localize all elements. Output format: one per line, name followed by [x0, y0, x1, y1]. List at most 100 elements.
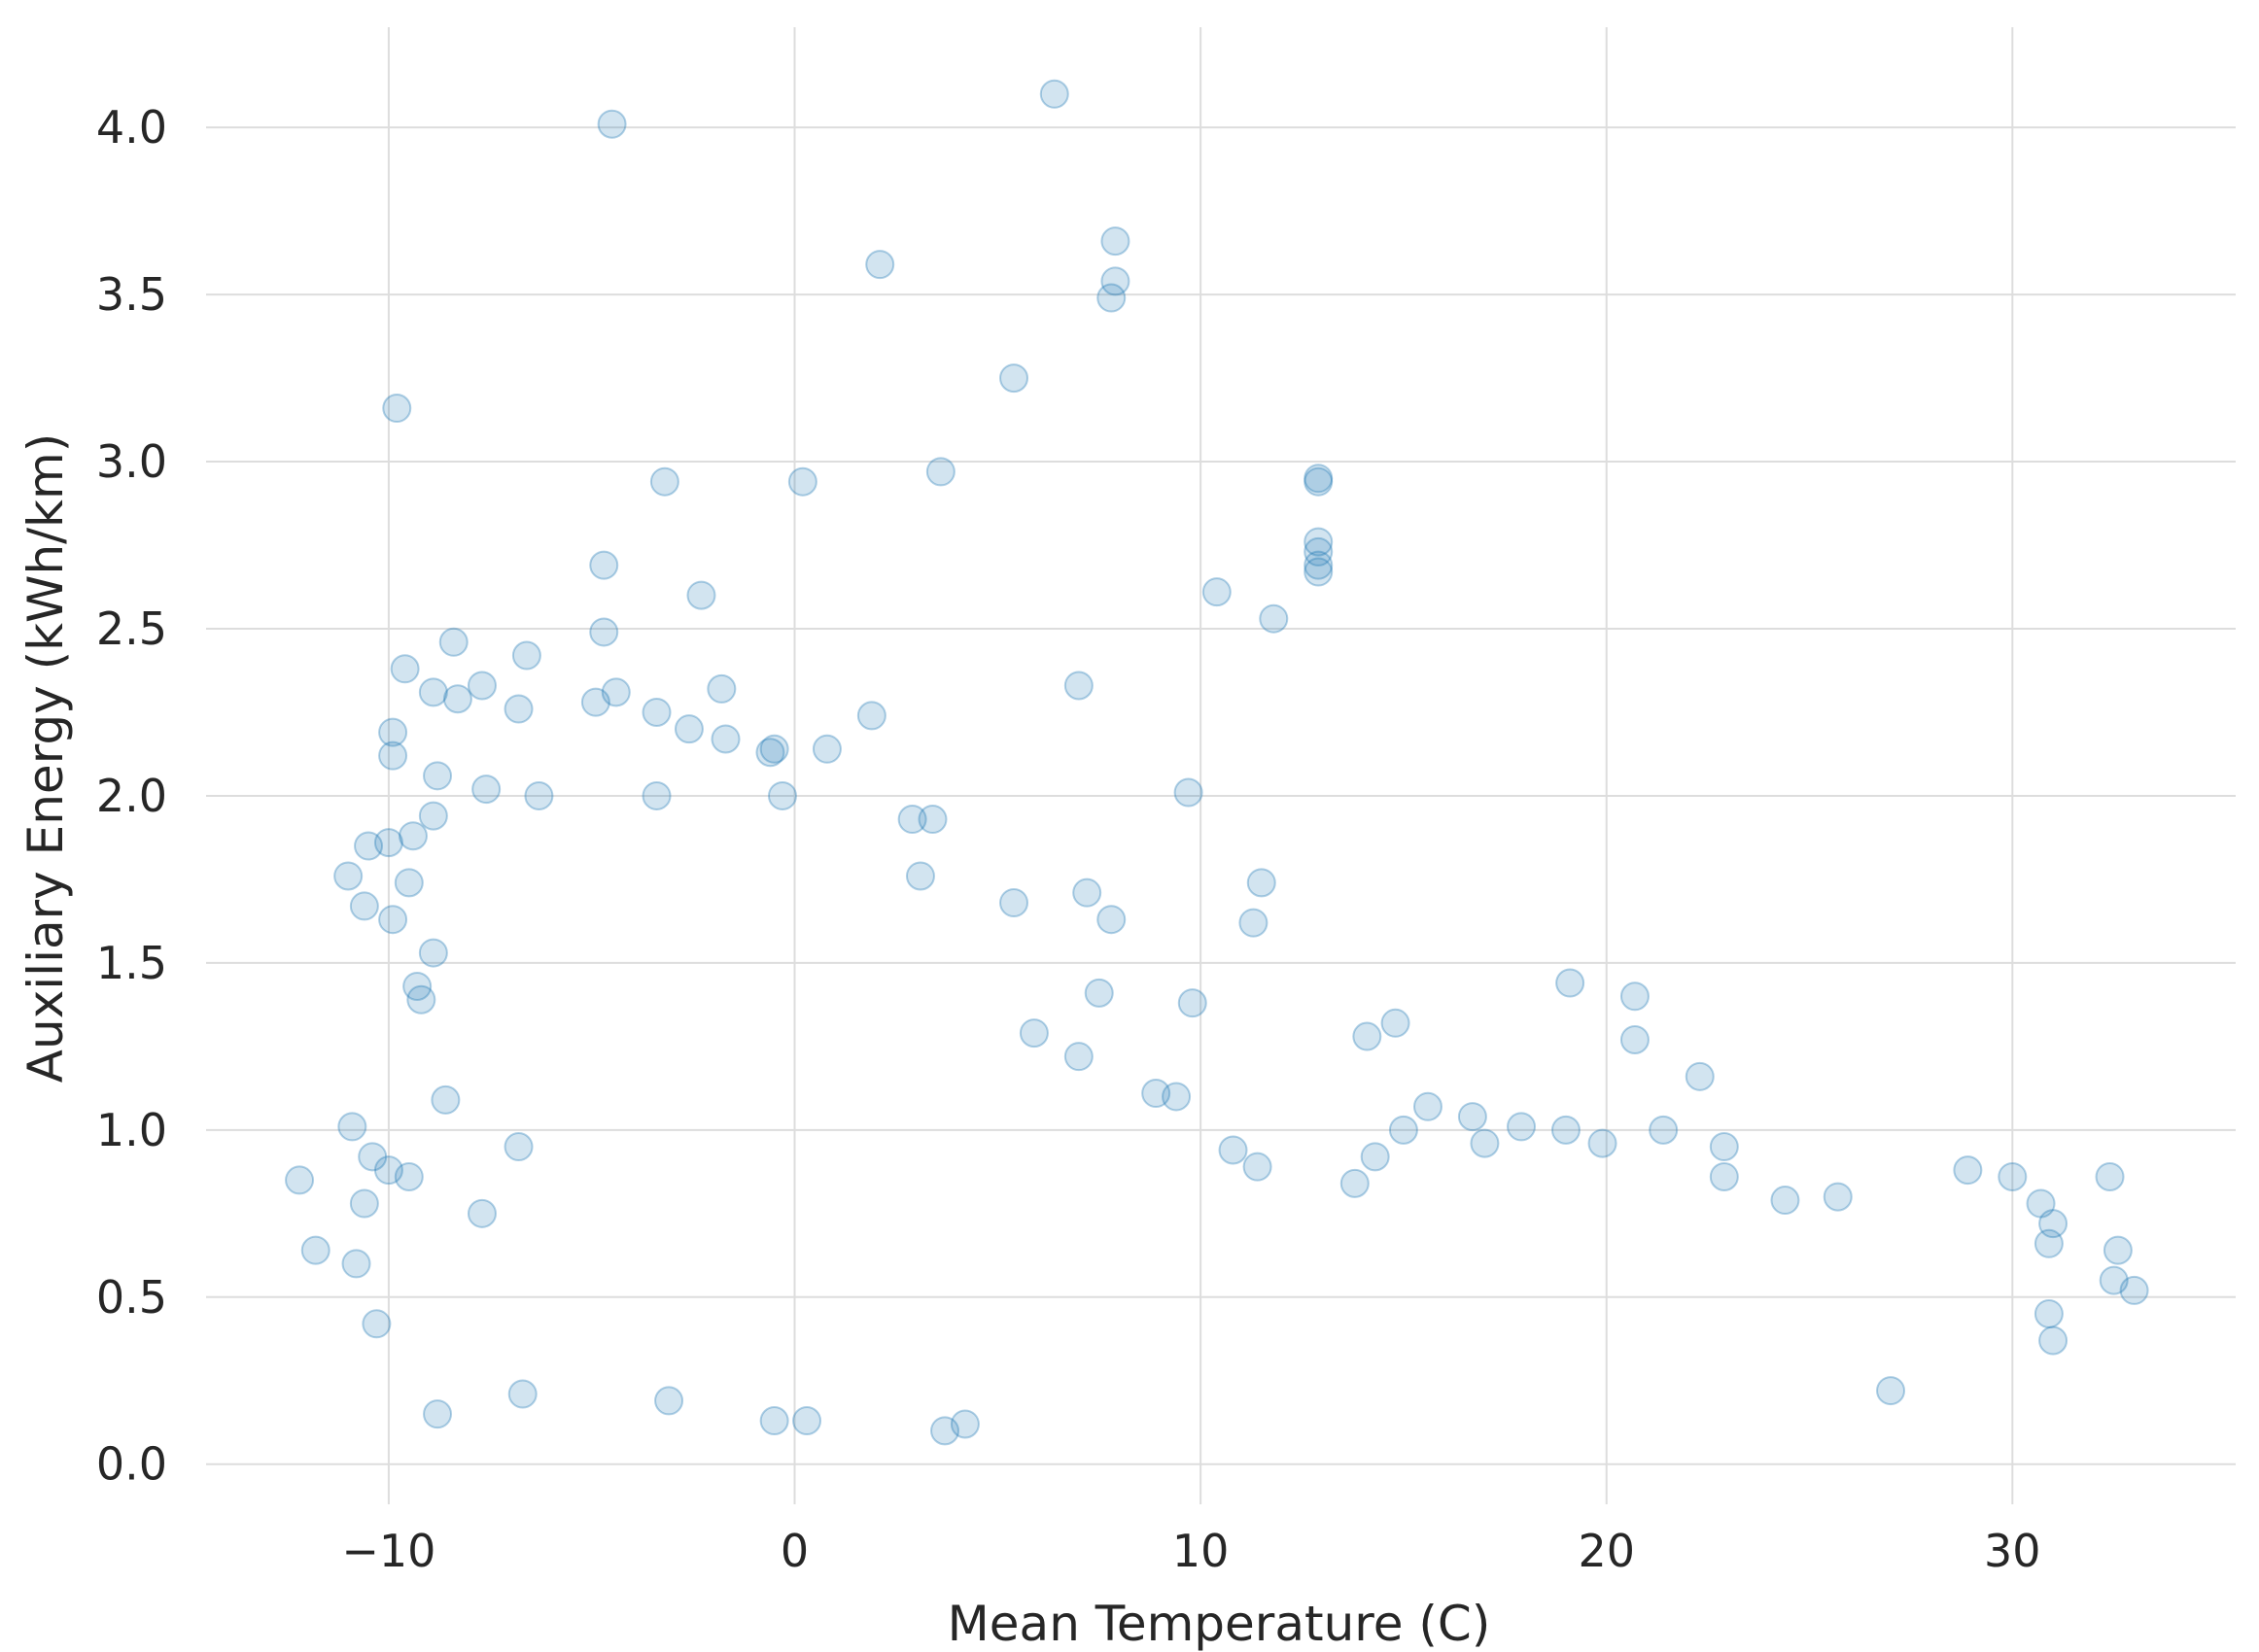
data-point	[2033, 1298, 2064, 1328]
data-point	[755, 738, 785, 768]
data-point	[1072, 878, 1102, 908]
data-point	[390, 654, 420, 684]
data-point	[589, 617, 619, 647]
data-point	[2038, 1325, 2068, 1356]
data-point	[1177, 988, 1207, 1018]
data-point	[300, 1235, 330, 1265]
data-point	[373, 1155, 403, 1186]
data-point	[792, 1406, 822, 1436]
data-point	[1100, 266, 1130, 296]
data-point	[1063, 671, 1094, 701]
data-point	[950, 1409, 980, 1439]
data-point	[1141, 1079, 1171, 1109]
data-point	[2038, 1209, 2068, 1239]
data-point	[504, 1132, 534, 1162]
data-point	[812, 734, 842, 764]
data-point	[925, 457, 956, 487]
data-point	[1242, 1152, 1272, 1182]
data-point	[1555, 968, 1585, 998]
data-point	[504, 694, 534, 724]
data-point	[1388, 1115, 1418, 1145]
data-point	[642, 697, 672, 727]
data-point	[1823, 1182, 1853, 1212]
data-point	[1339, 1168, 1370, 1198]
data-point	[1100, 226, 1130, 257]
data-point	[378, 740, 408, 771]
data-point	[918, 805, 948, 835]
data-point	[1173, 777, 1203, 808]
data-point	[1619, 981, 1650, 1012]
data-point	[2119, 1275, 2149, 1305]
data-point	[642, 780, 672, 810]
y-axis-title: Auxiliary Energy (kWh/km)	[17, 433, 74, 1083]
x-axis-title: Mean Temperature (C)	[948, 1596, 1491, 1652]
data-point	[354, 831, 384, 861]
data-point	[580, 687, 610, 717]
data-point	[378, 905, 408, 935]
data-point	[601, 677, 631, 707]
data-point	[1259, 603, 1289, 634]
data-point	[1096, 905, 1127, 935]
data-point	[431, 1084, 461, 1115]
data-point	[999, 363, 1029, 394]
x-tick-label: 20	[1578, 1525, 1635, 1577]
data-point	[394, 868, 424, 898]
data-point	[686, 580, 716, 610]
data-point	[999, 887, 1029, 917]
data-point	[2103, 1235, 2133, 1265]
data-point	[1246, 868, 1276, 898]
data-point	[1550, 1115, 1581, 1145]
y-tick-label: 1.5	[96, 937, 167, 989]
data-point	[467, 671, 497, 701]
data-point	[373, 828, 403, 858]
data-point	[524, 780, 554, 810]
data-point	[1096, 283, 1127, 313]
x-tick-label: 10	[1172, 1525, 1230, 1577]
data-point	[1709, 1161, 1739, 1191]
data-point	[1352, 1021, 1382, 1051]
data-point	[1709, 1132, 1739, 1162]
data-point	[707, 673, 737, 704]
data-point	[471, 774, 502, 805]
data-point	[467, 1198, 497, 1228]
x-tick-labels: −10 0 10 20 30	[341, 1525, 2040, 1577]
y-tick-labels: 0.0 0.5 1.0 1.5 2.0 2.5 3.0 3.5 4.0	[96, 101, 167, 1491]
data-point	[1360, 1142, 1390, 1172]
data-point	[674, 714, 704, 744]
y-tick-label: 1.0	[96, 1104, 167, 1156]
data-point	[2095, 1161, 2125, 1191]
y-tick-label: 4.0	[96, 101, 167, 154]
data-point	[589, 550, 619, 580]
x-tick-label: 0	[781, 1525, 809, 1577]
data-point	[1470, 1128, 1500, 1158]
data-point	[406, 984, 436, 1015]
data-point	[394, 1161, 424, 1191]
y-tick-label: 2.5	[96, 602, 167, 655]
data-point	[2099, 1265, 2129, 1295]
y-tick-label: 0.5	[96, 1271, 167, 1324]
x-tick-label: 30	[1984, 1525, 2041, 1577]
data-point	[1953, 1155, 1983, 1186]
y-tick-label: 0.0	[96, 1438, 167, 1491]
data-point	[333, 861, 364, 891]
y-tick-label: 3.0	[96, 435, 167, 488]
data-point	[418, 801, 448, 831]
x-gridlines	[387, 27, 2014, 1504]
data-point	[358, 1142, 388, 1172]
data-point	[1507, 1112, 1537, 1142]
data-point	[759, 734, 789, 764]
x-tick-label: −10	[341, 1525, 435, 1577]
data-point	[1876, 1376, 1906, 1406]
data-point	[511, 640, 541, 671]
data-point	[865, 250, 895, 280]
data-point	[1162, 1082, 1192, 1112]
data-point	[1303, 557, 1334, 587]
data-point	[759, 1406, 789, 1436]
data-point	[1303, 550, 1334, 580]
data-point	[767, 780, 797, 810]
data-points	[285, 79, 2149, 1446]
data-point	[402, 971, 433, 1001]
data-point	[930, 1416, 960, 1446]
data-point	[1770, 1186, 1800, 1216]
